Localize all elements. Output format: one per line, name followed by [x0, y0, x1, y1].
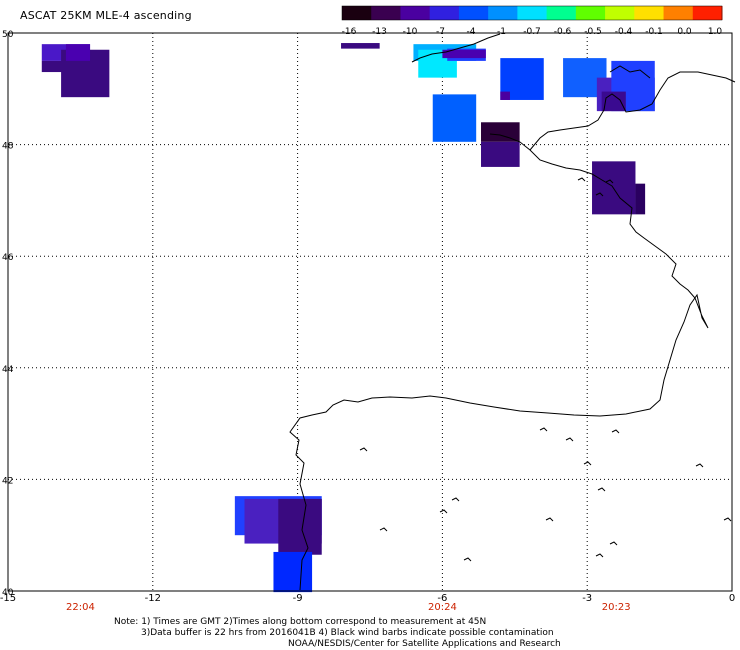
colorbar-label: 1.0 [708, 27, 723, 37]
colorbar-swatch [575, 6, 606, 20]
lon-tick-label: 0 [729, 593, 735, 604]
colorbar-label: -0.4 [615, 27, 633, 37]
colorbar-swatch [692, 6, 723, 20]
wind-cell [65, 44, 91, 61]
coastline-fragment [577, 177, 586, 182]
coastline [609, 65, 651, 79]
colorbar-label: -0.6 [554, 27, 572, 37]
coastline-fragment [545, 517, 554, 522]
wind-cell [635, 183, 646, 215]
swath-time-label: 20:23 [602, 602, 631, 613]
coastline-fragment [597, 487, 606, 492]
coastline-fragment [595, 192, 604, 197]
colorbar-label: 0.0 [677, 27, 692, 37]
colorbar-swatch [517, 6, 548, 20]
wind-cell [432, 94, 477, 142]
note-line-3: NOAA/NESDIS/Center for Satellite Applica… [288, 639, 561, 649]
map-title: ASCAT 25KM MLE-4 ascending [20, 9, 192, 22]
colorbar-label: -13 [372, 27, 387, 37]
colorbar-label: -0.7 [523, 27, 541, 37]
lon-tick-label: -9 [293, 593, 303, 604]
coastline-fragment [451, 497, 460, 502]
colorbar-label: -4 [467, 27, 476, 37]
wind-cell [481, 141, 520, 167]
coastline-fragment [605, 179, 614, 184]
colorbar-swatch [663, 6, 694, 20]
wind-cell [481, 122, 520, 142]
coastline-fragment [611, 429, 620, 434]
colorbar-swatch [605, 6, 635, 20]
colorbar-swatch [371, 6, 401, 20]
note-line-1: Note: 1) Times are GMT 2)Times along bot… [114, 617, 487, 627]
colorbar: -16 -13 -10 -7 -4 -1 -0.7 -0.6 -0.5 -0.4 -0.1 0.0 1.… [342, 5, 723, 37]
lat-tick-label: 40 [2, 588, 14, 598]
colorbar-label: -7 [436, 27, 445, 37]
note-line-2: 3)Data buffer is 22 hrs from 2016041B 4)… [141, 628, 554, 638]
coastline-fragment [609, 541, 618, 546]
coastline [411, 33, 501, 63]
wind-cell [341, 43, 380, 49]
colorbar-swatch [342, 6, 372, 20]
coastline-fragment [439, 509, 448, 514]
swath-time-label: 22:04 [66, 602, 95, 613]
coastline-fragment [539, 427, 548, 432]
colorbar-swatch [634, 6, 665, 20]
lon-tick-label: -3 [582, 593, 592, 604]
swath-time-label: 20:24 [428, 602, 457, 613]
colorbar-swatch [458, 6, 489, 20]
coastline-fragment [379, 527, 388, 532]
coastline-fragment [595, 553, 604, 558]
coastline-fragment [463, 557, 472, 562]
coastline-fragment [359, 447, 368, 452]
colorbar-label: -0.5 [584, 27, 602, 37]
map-border [7, 32, 733, 592]
coastline [289, 133, 709, 591]
coastline-fragment [723, 517, 732, 522]
lon-tick-label: -12 [145, 593, 161, 604]
colorbar-swatch [429, 6, 460, 20]
lon-tick-label: -15 [0, 593, 16, 604]
wind-cell [278, 498, 322, 555]
colorbar-label: -10 [403, 27, 418, 37]
colorbar-swatch [488, 6, 518, 20]
wind-cell [442, 49, 486, 59]
coastline-fragment [695, 463, 704, 468]
wind-cell [273, 551, 313, 593]
colorbar-label: -1 [497, 27, 506, 37]
coastline-fragment [583, 461, 592, 466]
colorbar-swatch [546, 6, 577, 20]
colorbar-label: -16 [342, 27, 357, 37]
colorbar-swatch [400, 6, 431, 20]
coastline [529, 71, 736, 151]
wind-cell [41, 60, 66, 73]
wind-cell [500, 91, 510, 100]
lon-tick-label: -6 [437, 593, 447, 604]
colorbar-label: -0.1 [645, 27, 663, 37]
coastline-fragment [565, 437, 574, 442]
